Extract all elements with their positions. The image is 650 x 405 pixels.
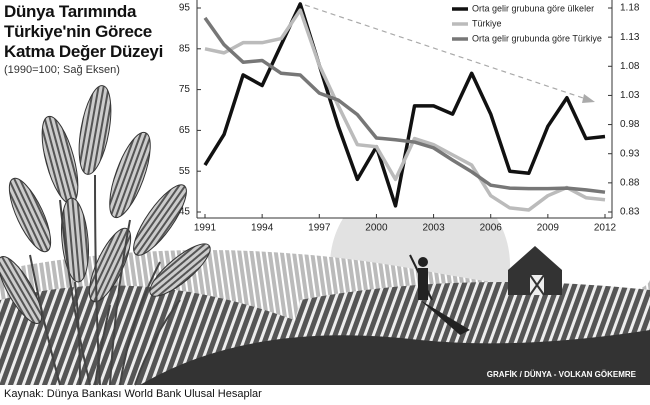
y2-tick-label: 1.13	[620, 32, 640, 43]
y2-tick-label: 0.83	[620, 207, 640, 218]
y-tick-label: 65	[179, 125, 191, 136]
x-tick-label: 1991	[194, 223, 217, 234]
x-tick-label: 2012	[594, 223, 617, 234]
x-tick-label: 2009	[537, 223, 560, 234]
x-tick-label: 2000	[365, 223, 388, 234]
illustration	[0, 4, 650, 386]
x-tick-label: 2003	[422, 223, 445, 234]
x-tick-label: 1994	[251, 223, 274, 234]
x-tick-label: 1997	[308, 223, 331, 234]
legend-label: Türkiye	[472, 18, 502, 28]
y2-tick-label: 1.03	[620, 90, 640, 101]
y2-tick-label: 0.98	[620, 119, 640, 130]
x-tick-label: 2006	[480, 223, 503, 234]
y2-tick-label: 1.18	[620, 3, 640, 14]
y-tick-label: 45	[179, 207, 191, 218]
y-tick-label: 75	[179, 84, 191, 95]
legend-label: Orta gelir grubunda göre Türkiye	[472, 33, 602, 43]
legend-label: Orta gelir grubuna göre ülkeler	[472, 3, 594, 13]
source-note: Kaynak: Dünya Bankası World Bank Ulusal …	[4, 388, 262, 400]
y-tick-label: 55	[179, 166, 191, 177]
series-line	[204, 8, 606, 212]
chart-title: Dünya Tarımında Türkiye'nin Görece Katma…	[4, 2, 163, 61]
y-tick-label: 85	[179, 43, 191, 54]
chart-subtitle: (1990=100; Sağ Eksen)	[4, 64, 120, 76]
series-line	[203, 16, 606, 194]
y2-tick-label: 0.93	[620, 148, 640, 159]
y2-tick-label: 0.88	[620, 177, 640, 188]
y-tick-label: 95	[179, 3, 191, 14]
credit-note: GRAFİK / DÜNYA - VOLKAN GÖKEMRE	[486, 370, 636, 379]
y2-tick-label: 1.08	[620, 61, 640, 72]
